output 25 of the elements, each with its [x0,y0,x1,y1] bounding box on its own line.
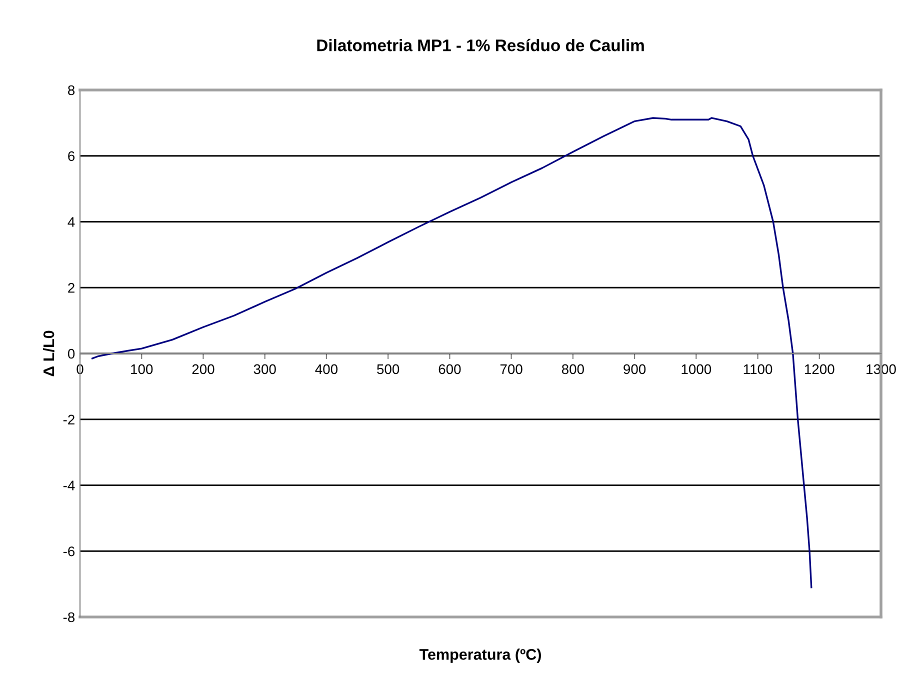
y-tick-label: -2 [63,414,74,424]
x-tick-label: 200 [192,364,214,374]
x-tick-label: 500 [377,364,400,374]
chart-title: Dilatometria MP1 - 1% Resíduo de Caulim [317,38,644,52]
x-tick-label: 700 [500,364,522,374]
y-tick-label: 8 [68,85,75,96]
y-tick-label: 4 [68,217,75,227]
x-tick-label: 100 [131,364,153,374]
y-tick-label: 6 [68,151,75,162]
x-tick-label: 300 [254,364,276,374]
y-tick-label: 0 [68,348,75,359]
y-tick-label: -4 [63,480,75,490]
y-tick-label: -8 [63,612,75,622]
x-tick-label: 800 [562,364,584,374]
x-tick-label: 1200 [804,364,834,374]
x-tick-label: 1100 [744,364,772,374]
x-tick-label: 1000 [682,364,712,374]
y-tick-label: -6 [63,546,75,556]
y-tick-label: 2 [68,282,74,293]
x-tick-label: 600 [438,364,461,374]
x-axis-title: Temperatura (ºC) [419,648,541,663]
x-tick-label: 400 [315,364,338,374]
x-tick-label: 1300 [866,364,896,374]
x-tick-label: 900 [624,364,646,374]
y-axis-title: Δ L/L0 [42,330,54,376]
